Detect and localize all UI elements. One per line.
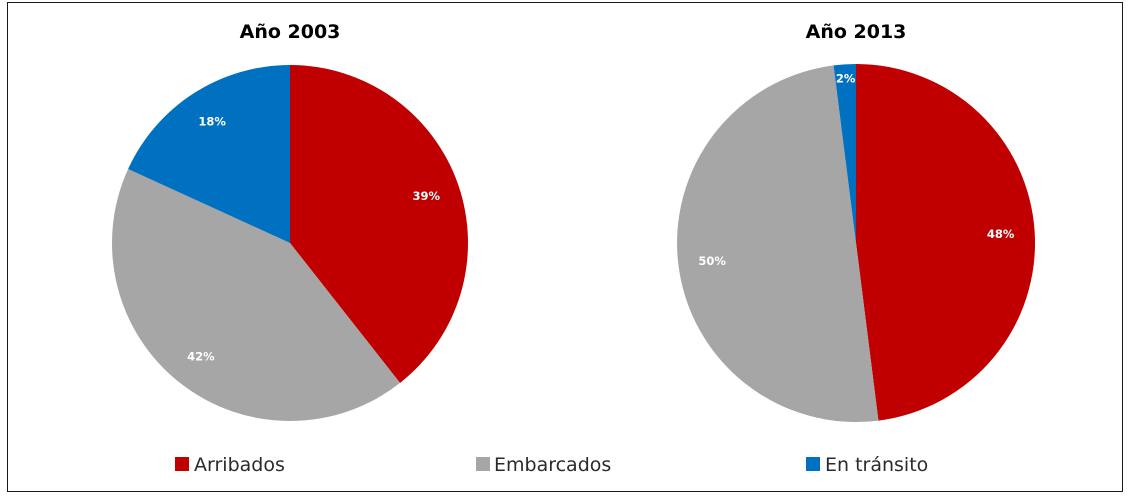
pie-slice-2003-arribados (290, 65, 469, 383)
pie-slice-2013-en-transito (833, 64, 856, 243)
pie-labels-2013: 48% 50% 2% (698, 72, 1015, 269)
legend-swatch-arribados (175, 457, 189, 471)
pie-label-2013-arribados: 48% (987, 227, 1015, 241)
legend-label-embarcados: Embarcados (494, 454, 611, 476)
pie-labels-2003: 39% 42% 18% (187, 115, 440, 364)
pie-slices-2003 (112, 65, 469, 421)
legend: Arribados Embarcados En tránsito (175, 454, 928, 476)
legend-swatch-embarcados (476, 457, 490, 471)
legend-label-en-transito: En tránsito (825, 454, 928, 476)
pie-title-2003: Año 2003 (240, 21, 341, 43)
pie-chart-2013: Año 2013 48% 50% 2% (677, 21, 1036, 422)
pie-label-2003-arribados: 39% (413, 189, 441, 203)
pie-slice-2013-arribados (856, 63, 1036, 421)
pie-label-2003-en-transito: 18% (198, 115, 226, 129)
pie-slice-2003-embarcados (112, 169, 401, 421)
pie-label-2003-embarcados: 42% (187, 349, 215, 363)
pie-slice-2013-embarcados (677, 65, 879, 422)
legend-item-arribados: Arribados (175, 454, 285, 476)
legend-item-en-transito: En tránsito (806, 454, 928, 476)
legend-item-embarcados: Embarcados (476, 454, 611, 476)
chart-frame (7, 2, 1123, 492)
legend-swatch-en-transito (806, 457, 820, 471)
pie-label-2013-embarcados: 50% (698, 254, 726, 268)
pie-slices-2013 (677, 63, 1036, 422)
pie-slice-2003-en-transito (128, 65, 290, 243)
pie-chart-2003: Año 2003 39% 42% 18% (112, 21, 469, 421)
legend-label-arribados: Arribados (194, 454, 285, 476)
pie-title-2013: Año 2013 (806, 21, 907, 43)
pie-label-2013-en-transito: 2% (836, 72, 856, 86)
